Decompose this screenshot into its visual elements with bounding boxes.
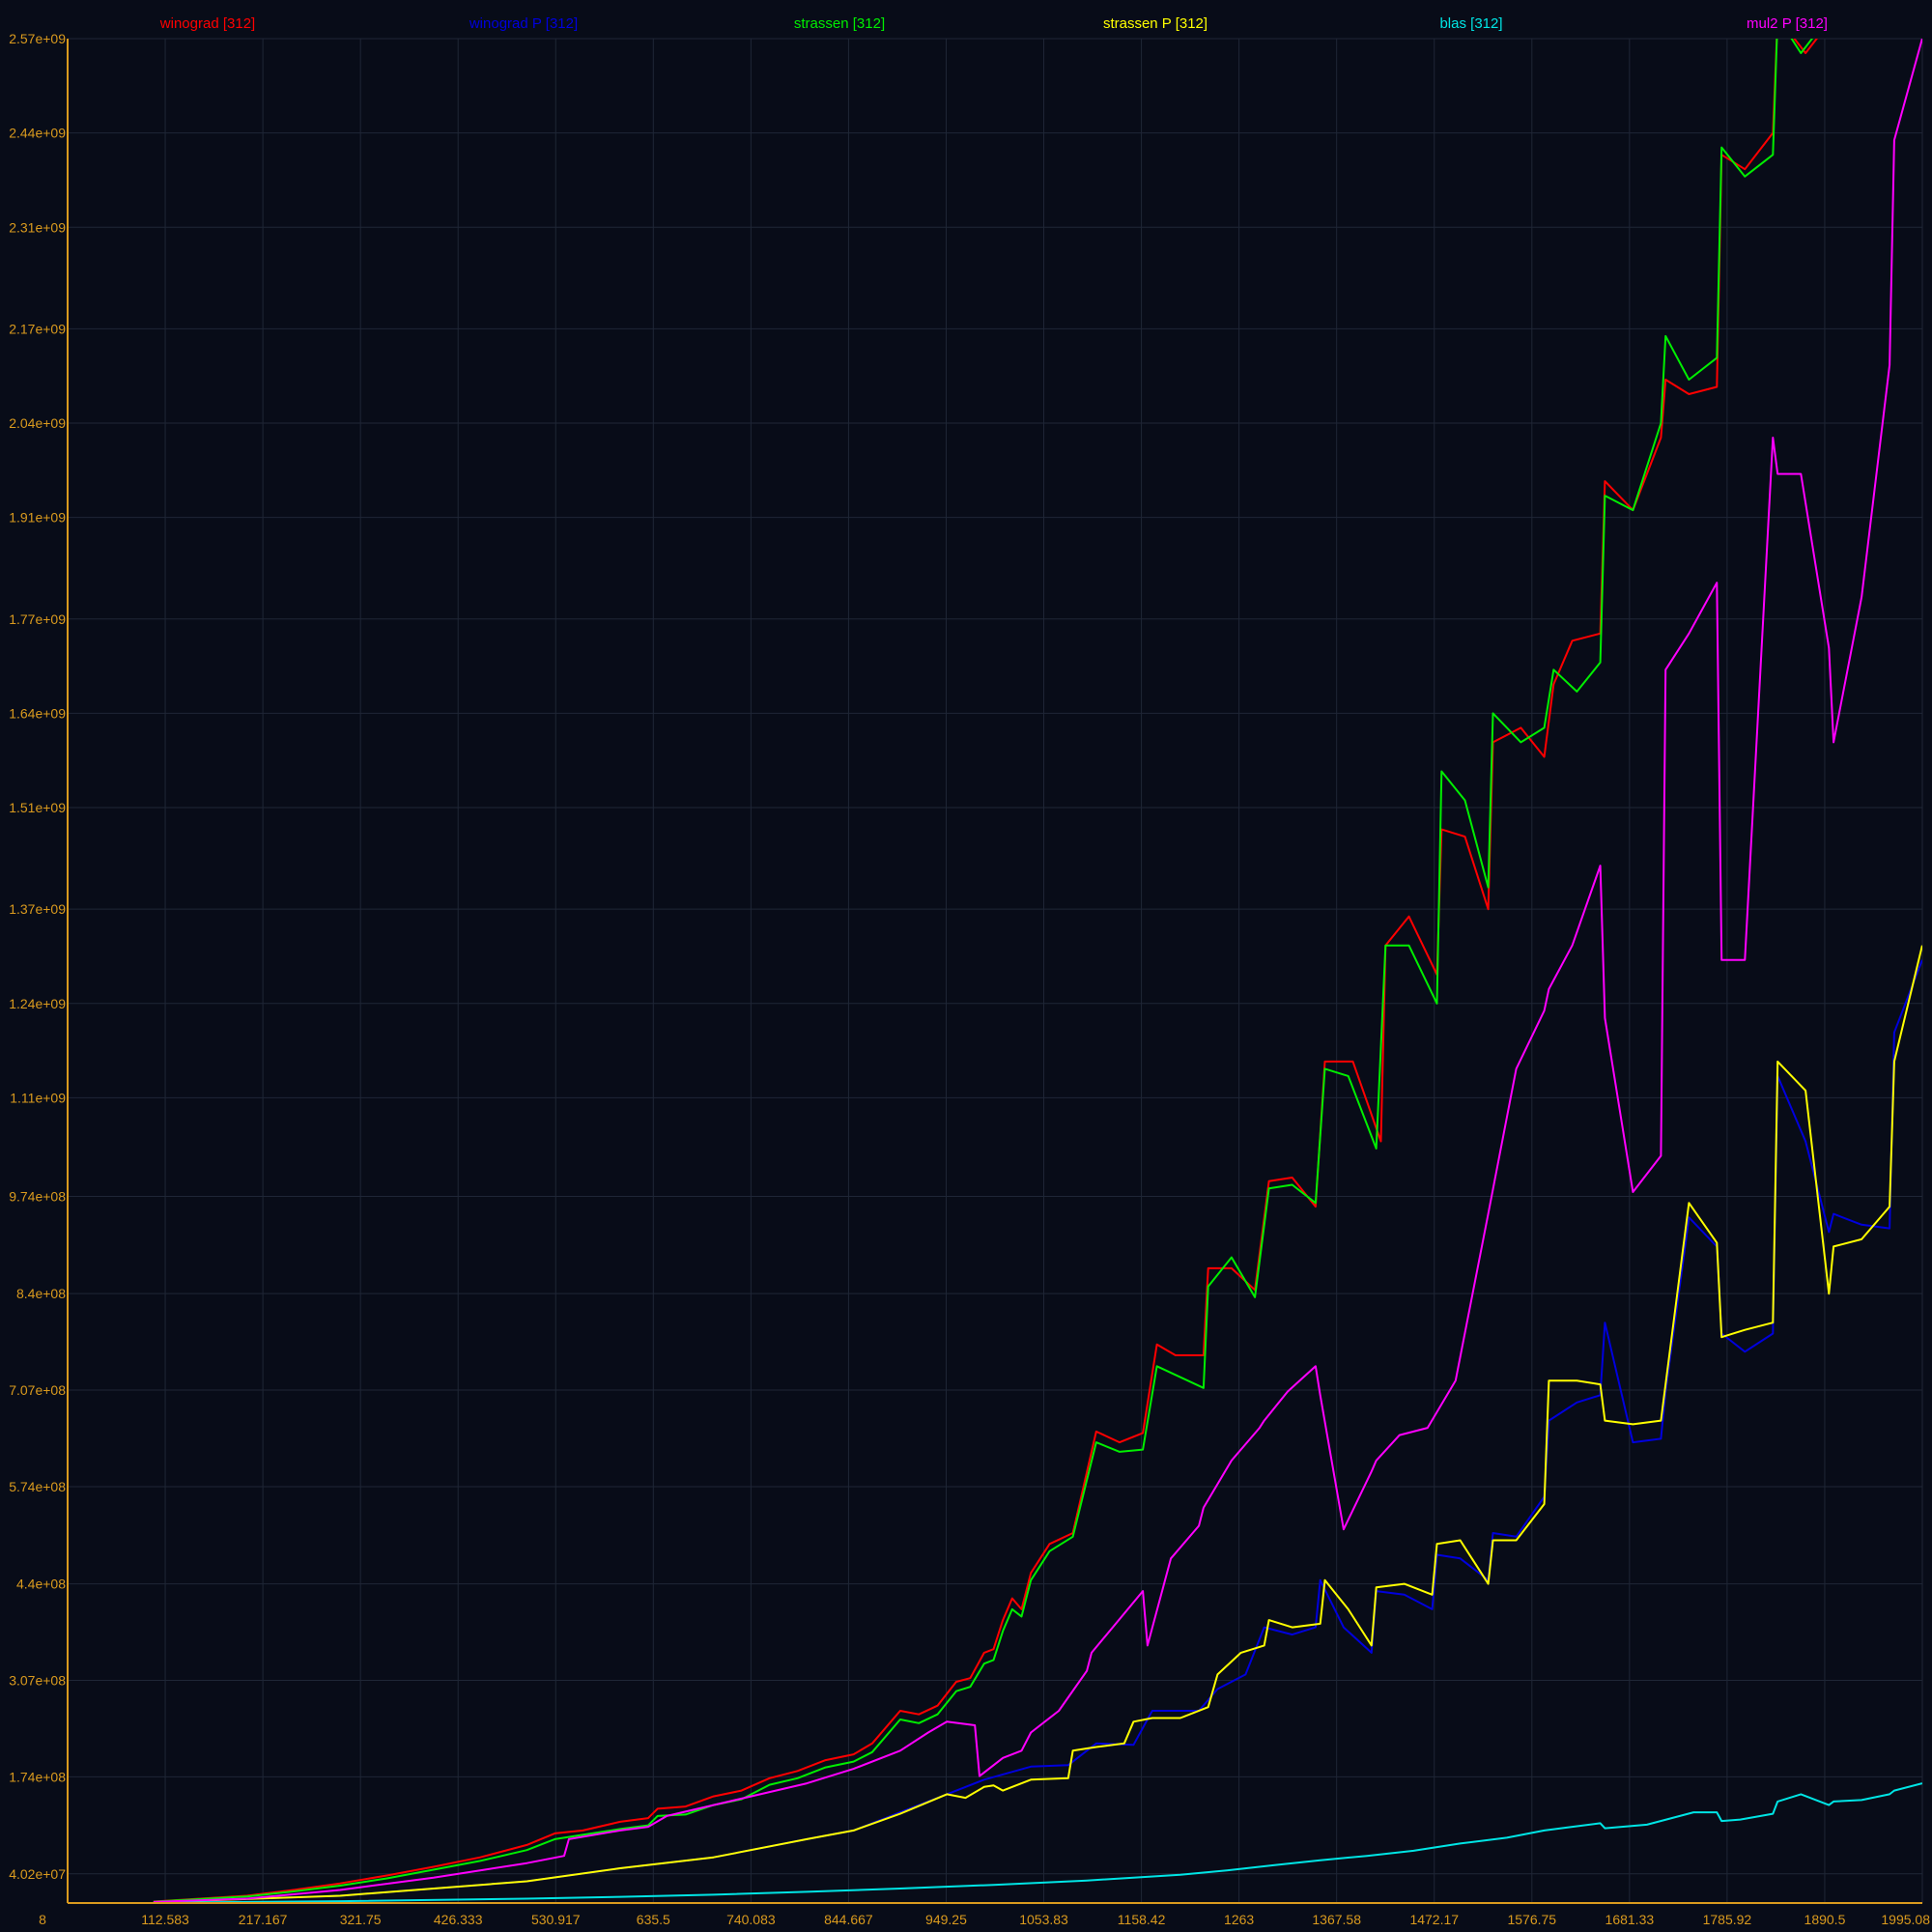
y-tick-label: 2.44e+09	[9, 126, 66, 141]
legend-entry: winograd [312]	[159, 15, 255, 32]
x-tick-label: 1785.92	[1703, 1912, 1752, 1927]
legend-entry: strassen P [312]	[1103, 15, 1208, 32]
x-tick-label: 1681.33	[1605, 1912, 1655, 1927]
y-tick-label: 9.74e+08	[9, 1189, 66, 1205]
x-tick-label: 530.917	[531, 1912, 581, 1927]
grid	[68, 38, 1923, 1903]
y-tick-label: 5.74e+08	[9, 1479, 66, 1494]
y-tick-label: 2.17e+09	[9, 321, 66, 336]
x-tick-label: 949.25	[925, 1912, 967, 1927]
x-tick-labels: 8 112.583 217.167 321.75 426.333 530.917 635.5…	[39, 1912, 1930, 1927]
y-tick-label: 2.04e+09	[9, 415, 66, 431]
y-tick-label: 3.07e+08	[9, 1672, 66, 1688]
y-tick-label: 1.51e+09	[9, 800, 66, 815]
y-tick-labels: 4.02e+07 1.74e+08 3.07e+08 4.4e+08 5.74e+08 7…	[9, 31, 66, 1882]
y-tick-label: 2.57e+09	[9, 31, 66, 46]
x-tick-label: 112.583	[141, 1912, 189, 1927]
y-tick-label: 4.4e+08	[16, 1577, 66, 1592]
x-tick-label: 1367.58	[1312, 1912, 1361, 1927]
y-tick-label: 1.91e+09	[9, 510, 66, 526]
series-lines	[153, 39, 1922, 1903]
x-tick-label: 1890.5	[1804, 1912, 1846, 1927]
x-tick-label: 635.5	[637, 1912, 670, 1927]
legend: winograd [312] winograd P [312] strassen […	[159, 15, 1828, 32]
legend-entry: blas [312]	[1439, 15, 1502, 32]
legend-entry: mul2 P [312]	[1747, 15, 1828, 32]
x-tick-label: 1576.75	[1507, 1912, 1556, 1927]
x-tick-label: 1472.17	[1409, 1912, 1459, 1927]
y-tick-label: 1.74e+08	[9, 1769, 66, 1784]
y-tick-label: 1.37e+09	[9, 901, 66, 917]
series-line-5	[153, 39, 1922, 1903]
x-tick-label: 8	[39, 1912, 46, 1927]
y-tick-label: 7.07e+08	[9, 1382, 66, 1398]
x-tick-label: 1158.42	[1118, 1912, 1166, 1927]
y-tick-label: 2.31e+09	[9, 219, 66, 235]
x-tick-label: 321.75	[340, 1912, 382, 1927]
y-tick-label: 4.02e+07	[9, 1866, 66, 1882]
x-tick-label: 217.167	[239, 1912, 288, 1927]
legend-entry: strassen [312]	[794, 15, 885, 32]
x-tick-label: 1263	[1224, 1912, 1254, 1927]
y-tick-label: 1.11e+09	[10, 1090, 66, 1105]
series-line-3	[153, 945, 1922, 1903]
x-tick-label: 426.333	[434, 1912, 483, 1927]
series-line-1	[153, 959, 1922, 1903]
y-tick-label: 1.24e+09	[9, 996, 66, 1011]
legend-entry: winograd P [312]	[469, 15, 578, 32]
y-tick-label: 8.4e+08	[16, 1286, 66, 1301]
y-tick-label: 1.64e+09	[9, 705, 66, 721]
x-tick-label: 740.083	[726, 1912, 776, 1927]
x-tick-label: 844.667	[824, 1912, 873, 1927]
y-tick-label: 1.77e+09	[9, 611, 66, 627]
x-tick-label: 1995.08	[1881, 1912, 1930, 1927]
series-line-4	[153, 1782, 1922, 1903]
axes	[67, 39, 1922, 1904]
series-line-2	[153, 39, 1814, 1903]
x-tick-label: 1053.83	[1019, 1912, 1068, 1927]
